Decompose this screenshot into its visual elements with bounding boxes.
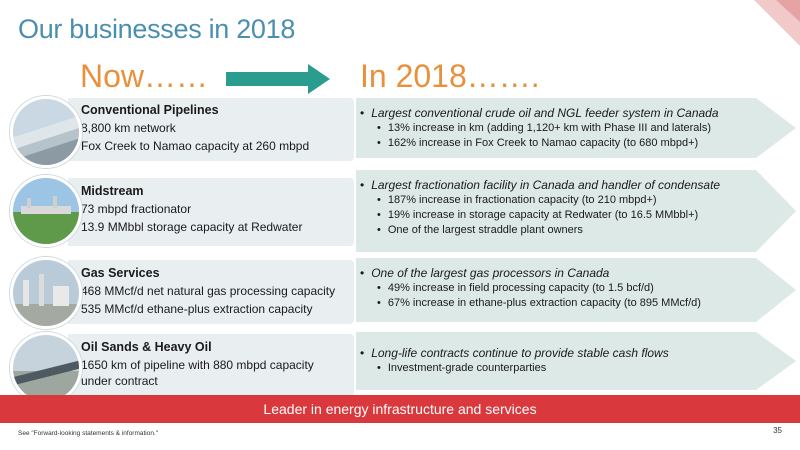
current-state-panel: Gas Services 468 MMcf/d net natural gas … [68,260,354,324]
current-fact: Fox Creek to Namao capacity at 260 mbpd [81,139,310,153]
page-title: Our businesses in 2018 [18,14,296,44]
future-bullet: Investment-grade counterparties [360,361,750,376]
footnote: See "Forward-looking statements & inform… [18,430,159,437]
future-highlight: Largest conventional crude oil and NGL f… [360,106,750,121]
future-bullet: 162% increase in Fox Creek to Namao capa… [360,136,750,151]
pipeline-photo [10,96,82,168]
future-highlight: One of the largest gas processors in Can… [360,266,750,281]
now-label: Now…… [80,58,209,94]
current-fact: 13.9 MMbbl storage capacity at Redwater [81,220,303,234]
current-state-panel: Conventional Pipelines 8,800 km network … [68,98,354,161]
current-state-panel: Midstream 73 mbpd fractionator 13.9 MMbb… [68,178,354,246]
corner-decoration [754,0,800,46]
future-highlight: Largest fractionation facility in Canada… [360,178,750,193]
future-state-panel: Largest conventional crude oil and NGL f… [356,98,796,158]
current-fact: 8,800 km network [81,121,176,135]
business-heading: Conventional Pipelines [81,103,219,117]
gas-plant-photo [10,257,82,329]
future-bullet: 67% increase in ethane-plus extraction c… [360,296,750,311]
future-bullet: 49% increase in field processing capacit… [360,281,750,296]
page-number: 35 [773,426,782,435]
future-bullet: 13% increase in km (adding 1,120+ km wit… [360,121,750,136]
future-state-panel: One of the largest gas processors in Can… [356,258,796,322]
business-heading: Gas Services [81,266,160,280]
future-bullet: One of the largest straddle plant owners [360,223,750,238]
future-highlight: Long-life contracts continue to provide … [360,346,750,361]
midstream-facility-photo [10,175,82,247]
future-state-panel: Long-life contracts continue to provide … [356,332,796,390]
current-fact: 73 mbpd fractionator [81,202,192,216]
current-fact: 468 MMcf/d net natural gas processing ca… [81,284,336,298]
summary-banner: Leader in energy infrastructure and serv… [0,395,800,423]
current-state-panel: Oil Sands & Heavy Oil 1650 km of pipelin… [68,334,354,396]
future-bullet: 19% increase in storage capacity at Redw… [360,208,750,223]
oil-sands-photo [10,332,82,404]
business-heading: Oil Sands & Heavy Oil [81,340,212,354]
arrow-right-icon [226,64,330,94]
future-label: In 2018……. [360,58,540,94]
future-bullet: 187% increase in fractionation capacity … [360,193,750,208]
business-heading: Midstream [81,184,144,198]
current-fact: 1650 km of pipeline with 880 mbpd capaci… [81,358,314,388]
current-fact: 535 MMcf/d ethane-plus extraction capaci… [81,302,313,316]
future-state-panel: Largest fractionation facility in Canada… [356,170,796,252]
